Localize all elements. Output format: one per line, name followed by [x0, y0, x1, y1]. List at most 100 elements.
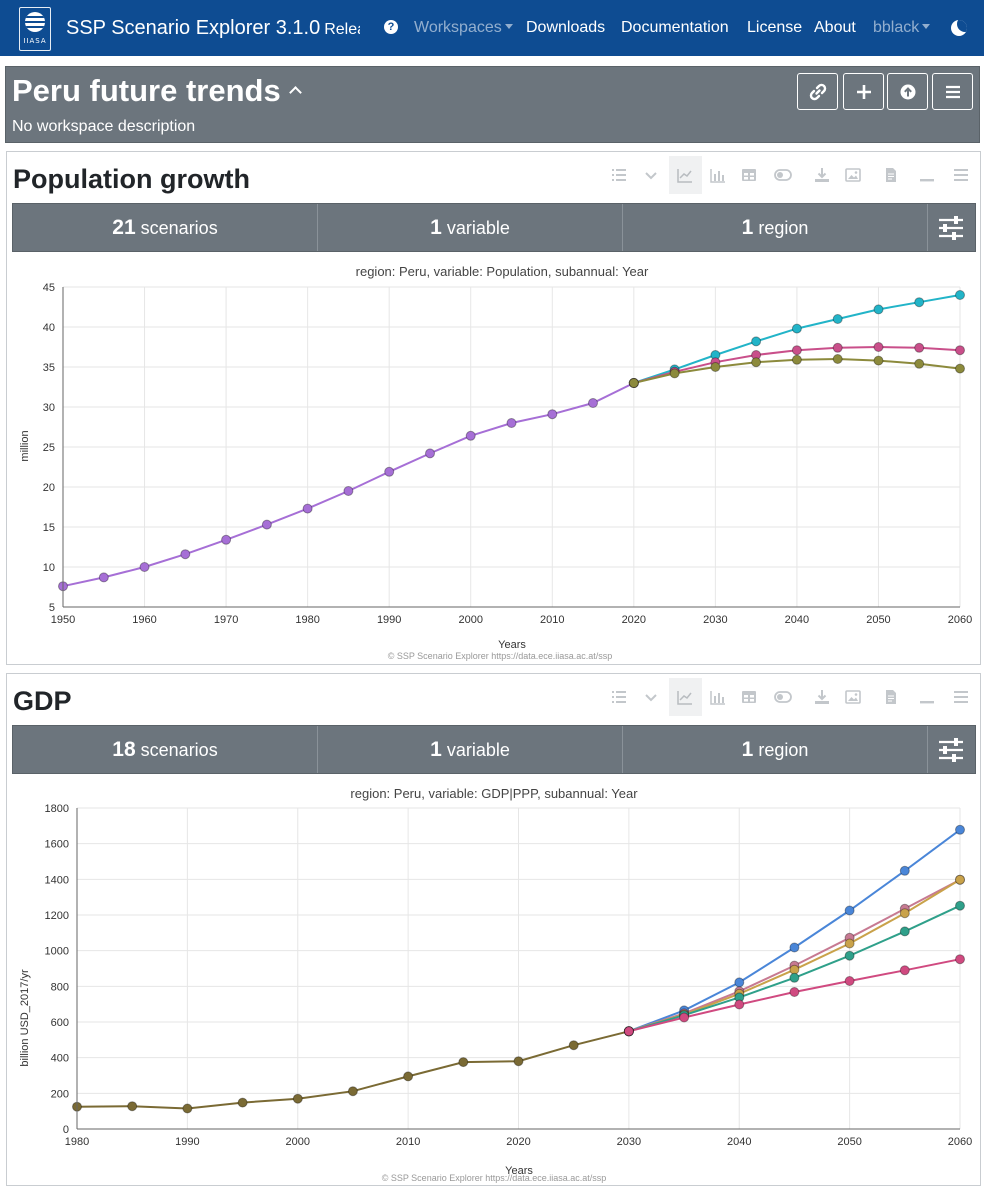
nav-about[interactable]: About — [814, 19, 856, 36]
series-point-5[interactable] — [789, 987, 800, 997]
series-point-0[interactable] — [568, 1040, 579, 1051]
download-data-button[interactable] — [806, 678, 839, 716]
series-point-0[interactable] — [127, 1101, 138, 1112]
dark-mode-icon[interactable] — [951, 20, 967, 36]
panel-settings-button[interactable] — [927, 204, 975, 251]
table-view-button[interactable] — [733, 678, 766, 716]
series-point-4[interactable] — [844, 950, 855, 961]
series-point-2[interactable] — [791, 345, 802, 356]
series-point-0[interactable] — [237, 1097, 248, 1108]
document-button[interactable] — [875, 678, 908, 716]
series-point-3[interactable] — [628, 378, 639, 388]
download-image-button[interactable] — [837, 678, 870, 716]
workspace-menu-button[interactable] — [932, 73, 973, 110]
series-point-1[interactable] — [734, 977, 745, 988]
download-data-button[interactable] — [806, 156, 839, 194]
collapse-list-button[interactable] — [635, 156, 668, 194]
panel-menu-button[interactable] — [945, 156, 978, 194]
series-point-3[interactable] — [669, 368, 680, 379]
series-point-3[interactable] — [955, 363, 965, 374]
upload-button[interactable] — [887, 73, 928, 110]
minimize-panel-button[interactable] — [911, 678, 944, 716]
series-point-2[interactable] — [832, 342, 843, 353]
series-point-0[interactable] — [513, 1056, 524, 1067]
regions-filter[interactable]: 1 region — [623, 726, 928, 773]
series-point-5[interactable] — [734, 999, 745, 1010]
series-point-0[interactable] — [98, 572, 109, 583]
scenarios-filter[interactable]: 21 scenarios — [13, 204, 318, 251]
series-point-0[interactable] — [302, 503, 313, 514]
series-point-0[interactable] — [343, 486, 354, 496]
chevron-up-icon[interactable] — [288, 86, 302, 99]
series-point-1[interactable] — [955, 290, 965, 300]
list-view-button[interactable] — [603, 678, 636, 716]
nav-workspaces-dropdown[interactable]: Workspaces — [414, 18, 513, 38]
series-point-2[interactable] — [955, 345, 965, 356]
panel-menu-button[interactable] — [945, 678, 978, 716]
series-point-5[interactable] — [955, 954, 965, 965]
minimize-panel-button[interactable] — [911, 156, 944, 194]
series-point-5[interactable] — [899, 965, 910, 976]
series-point-1[interactable] — [844, 905, 855, 916]
variables-filter[interactable]: 1 variable — [318, 204, 623, 251]
series-point-1[interactable] — [832, 314, 843, 324]
series-point-3[interactable] — [710, 362, 721, 372]
nav-documentation[interactable]: Documentation — [621, 19, 729, 36]
share-link-button[interactable] — [797, 73, 838, 110]
series-point-0[interactable] — [292, 1093, 303, 1104]
variables-filter[interactable]: 1 variable — [318, 726, 623, 773]
series-point-0[interactable] — [506, 418, 517, 428]
series-point-1[interactable] — [791, 323, 802, 334]
series-point-0[interactable] — [588, 398, 598, 408]
series-point-5[interactable] — [679, 1012, 690, 1023]
series-point-0[interactable] — [347, 1086, 358, 1097]
toggle-view-button[interactable] — [766, 156, 799, 194]
series-point-0[interactable] — [221, 534, 232, 545]
series-point-0[interactable] — [425, 448, 435, 459]
series-point-5[interactable] — [844, 976, 855, 986]
series-point-1[interactable] — [955, 824, 965, 835]
bar-chart-button[interactable] — [702, 156, 735, 194]
collapse-list-button[interactable] — [635, 678, 668, 716]
series-point-5[interactable] — [623, 1026, 634, 1037]
series-point-3[interactable] — [791, 354, 802, 365]
line-chart-button[interactable] — [669, 156, 702, 194]
series-point-4[interactable] — [899, 926, 910, 937]
series-point-3[interactable] — [899, 908, 910, 919]
series-point-0[interactable] — [465, 430, 476, 441]
add-panel-button[interactable] — [843, 73, 884, 110]
scenarios-filter[interactable]: 18 scenarios — [13, 726, 318, 773]
series-point-1[interactable] — [873, 304, 884, 315]
series-point-0[interactable] — [547, 409, 558, 420]
series-point-0[interactable] — [458, 1057, 469, 1068]
gdp-chart[interactable]: region: Peru, variable: GDP|PPP, subannu… — [7, 778, 980, 1186]
nav-user-dropdown[interactable]: bblack — [873, 18, 931, 38]
series-point-1[interactable] — [789, 942, 800, 953]
series-point-0[interactable] — [139, 562, 150, 572]
series-point-0[interactable] — [182, 1103, 193, 1114]
panel-settings-button[interactable] — [927, 726, 975, 773]
series-point-0[interactable] — [261, 519, 272, 530]
series-point-3[interactable] — [844, 938, 855, 949]
series-point-1[interactable] — [751, 336, 762, 347]
series-point-0[interactable] — [403, 1071, 414, 1082]
series-point-3[interactable] — [873, 355, 884, 366]
series-point-4[interactable] — [789, 972, 800, 983]
series-point-4[interactable] — [955, 900, 965, 911]
series-point-1[interactable] — [914, 297, 925, 308]
workspace-title[interactable]: Peru future trends — [12, 71, 302, 111]
population-chart[interactable]: region: Peru, variable: Population, suba… — [7, 256, 980, 664]
series-point-3[interactable] — [832, 354, 843, 364]
line-chart-button[interactable] — [669, 678, 702, 716]
table-view-button[interactable] — [733, 156, 766, 194]
series-point-0[interactable] — [180, 549, 191, 560]
series-point-3[interactable] — [751, 357, 762, 368]
bar-chart-button[interactable] — [702, 678, 735, 716]
iiasa-logo[interactable]: IIASA — [19, 7, 51, 51]
series-point-1[interactable] — [899, 865, 910, 876]
regions-filter[interactable]: 1 region — [623, 204, 928, 251]
series-point-0[interactable] — [384, 466, 395, 477]
help-icon[interactable]: ? — [384, 20, 398, 34]
document-button[interactable] — [875, 156, 908, 194]
series-point-2[interactable] — [914, 342, 925, 353]
